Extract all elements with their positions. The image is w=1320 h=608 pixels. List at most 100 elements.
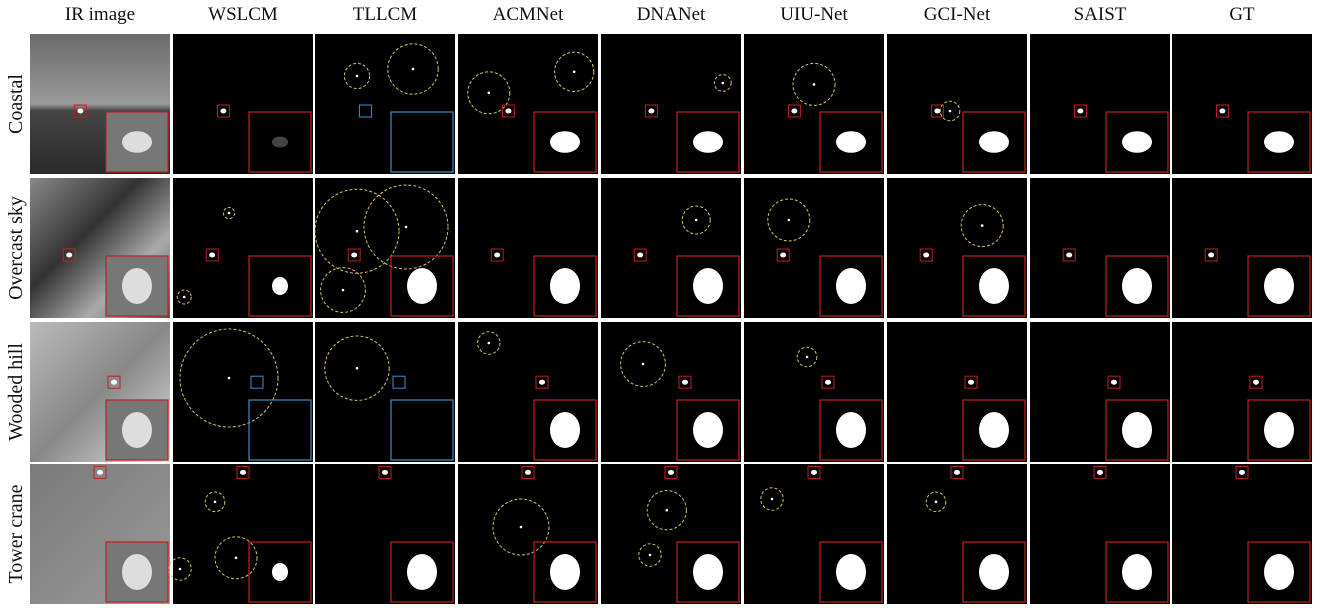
target [1239,470,1245,475]
target-zoom [836,131,866,153]
false-alarm [488,342,491,345]
target [1111,380,1117,385]
target [637,253,643,258]
target [682,380,688,385]
target [923,253,929,258]
false-alarm [949,110,952,113]
target [1077,109,1083,114]
target [825,380,831,385]
image-panel [458,178,598,318]
image-panel [173,34,313,174]
false-alarm [183,296,186,299]
target-zoom [979,131,1009,153]
false-alarm [935,501,938,504]
false-alarm [342,289,345,292]
target-zoom [1264,131,1294,153]
false-alarm [235,557,238,560]
target [1253,380,1259,385]
image-panel [458,322,598,462]
image-panel [173,464,313,604]
row-label: Wooded hill [5,343,27,441]
false-alarm [228,377,231,380]
target [780,253,786,258]
image-panel [1030,34,1170,174]
target-zoom [693,412,723,448]
column-label: IR image [65,4,135,25]
figure: IR image WSLCM TLLCM ACMNet DNANet UIU-Net GCI… [0,0,1320,608]
false-alarm [179,568,182,571]
image-panel [1172,322,1312,462]
target [934,109,940,114]
target [811,470,817,475]
image-panel [601,464,741,604]
target-zoom [979,412,1009,448]
target-zoom [272,137,288,148]
row-label: Coastal [5,74,27,134]
target-zoom [122,131,152,153]
target [791,109,797,114]
false-alarm [666,509,669,512]
false-alarm [722,82,725,85]
image-panel [601,34,741,174]
image-panel [458,464,598,604]
target-zoom [122,268,152,304]
target [77,109,83,114]
target [66,253,72,258]
target [539,380,545,385]
image-panel [1030,464,1170,604]
image-panel [601,322,741,462]
target [240,470,246,475]
target [494,253,500,258]
false-alarm [214,501,217,504]
target [209,253,215,258]
false-alarm [788,219,791,222]
false-alarm [520,526,523,529]
target-zoom [836,554,866,590]
false-alarm [412,68,415,71]
target-zoom [693,268,723,304]
image-panel [887,34,1027,174]
false-alarm [488,92,491,95]
column-label: WSLCM [208,4,278,25]
image-panel [315,464,455,604]
false-alarm [573,71,576,74]
image-panel [1172,178,1312,318]
target-zoom [836,268,866,304]
target [1097,470,1103,475]
target [97,470,103,475]
row-label: Overcast sky [5,196,27,300]
target-zoom [122,412,152,448]
target-zoom [122,554,152,590]
column-label: DNANet [637,4,706,25]
target [111,380,117,385]
target-zoom [836,412,866,448]
false-alarm [405,226,408,229]
false-alarm [695,219,698,222]
target [505,109,511,114]
column-label: GCI-Net [924,4,991,25]
false-alarm [356,230,359,233]
image-panel [1030,178,1170,318]
target-zoom [693,554,723,590]
image-panel [601,178,741,318]
image-panel [1172,34,1312,174]
image-panel [315,322,455,462]
column-label: ACMNet [493,4,564,25]
target-zoom [550,412,580,448]
column-label: TLLCM [353,4,417,25]
target-zoom [1264,268,1294,304]
column-label: UIU-Net [780,4,848,25]
image-panel [744,322,884,462]
image-panel [744,34,884,174]
false-alarm [813,83,816,86]
target [954,470,960,475]
false-alarm [642,363,645,366]
target-zoom [1122,554,1152,590]
image-panel [744,178,884,318]
target-zoom [550,131,580,153]
target [1219,109,1225,114]
row-label: Tower crane [5,484,27,583]
image-panel [1030,322,1170,462]
target [648,109,654,114]
target-zoom [1122,412,1152,448]
